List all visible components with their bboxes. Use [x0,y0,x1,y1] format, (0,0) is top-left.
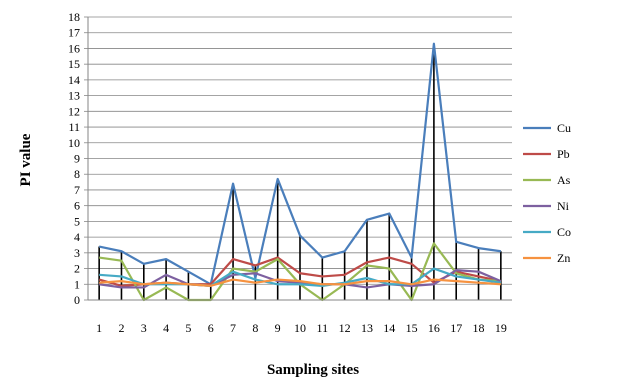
y-tick-label: 1 [74,277,80,291]
legend-label-co: Co [557,225,571,239]
series-lines [98,42,502,302]
y-tick-label: 18 [68,10,80,24]
x-tick-label: 1 [96,321,102,335]
legend-label-cu: Cu [557,121,571,135]
y-tick-label: 0 [74,293,80,307]
x-tick-labels: 1 2 3 4 5 6 7 8 9 10 11 12 13 14 15 16 17 18 19 [96,321,507,335]
x-tick-label: 6 [208,321,214,335]
x-tick-label: 10 [294,321,306,335]
x-tick-label: 2 [118,321,124,335]
y-tick-label: 6 [74,199,80,213]
x-tick-label: 15 [406,321,418,335]
gridlines [88,16,512,285]
y-tick-label: 8 [74,167,80,181]
x-tick-label: 17 [450,321,462,335]
y-tick-label: 14 [68,73,80,87]
y-tick-label: 3 [74,246,80,260]
x-tick-label: 16 [428,321,440,335]
x-tick-label: 13 [361,321,373,335]
x-tick-label: 11 [317,321,329,335]
x-tick-label: 18 [473,321,485,335]
y-tick-label: 17 [68,26,80,40]
series-line-zn [99,278,501,287]
series-line-ni [99,269,502,289]
y-tick-label: 13 [68,89,80,103]
y-tick-label: 12 [68,104,80,118]
x-axis-title: Sampling sites [267,362,359,378]
legend: Cu Pb As Ni Co Zn [523,121,571,265]
series-line-cu [98,42,501,286]
y-tick-label: 7 [74,183,80,197]
x-tick-label: 7 [230,321,236,335]
y-tick-label: 2 [74,262,80,276]
x-tick-label: 9 [275,321,281,335]
legend-label-pb: Pb [557,147,570,161]
legend-label-ni: Ni [557,199,570,213]
y-tick-label: 9 [74,152,80,166]
legend-label-as: As [557,173,571,187]
y-tick-label: 10 [68,136,80,150]
y-tick-label: 5 [74,214,80,228]
x-tick-label: 4 [163,321,169,335]
x-tick-label: 12 [339,321,351,335]
y-tick-label: 11 [68,120,80,134]
x-tick-label: 14 [383,321,395,335]
x-tick-label: 8 [252,321,258,335]
y-tick-label: 4 [74,230,80,244]
axes [84,16,512,301]
x-tick-label: 19 [495,321,507,335]
y-axis-title: PI value [18,133,34,186]
x-tick-label: 3 [141,321,147,335]
y-tick-label: 16 [68,41,80,55]
y-tick-label: 15 [68,57,80,71]
x-tick-label: 5 [185,321,191,335]
series-line-co [99,267,501,287]
legend-label-zn: Zn [557,251,570,265]
